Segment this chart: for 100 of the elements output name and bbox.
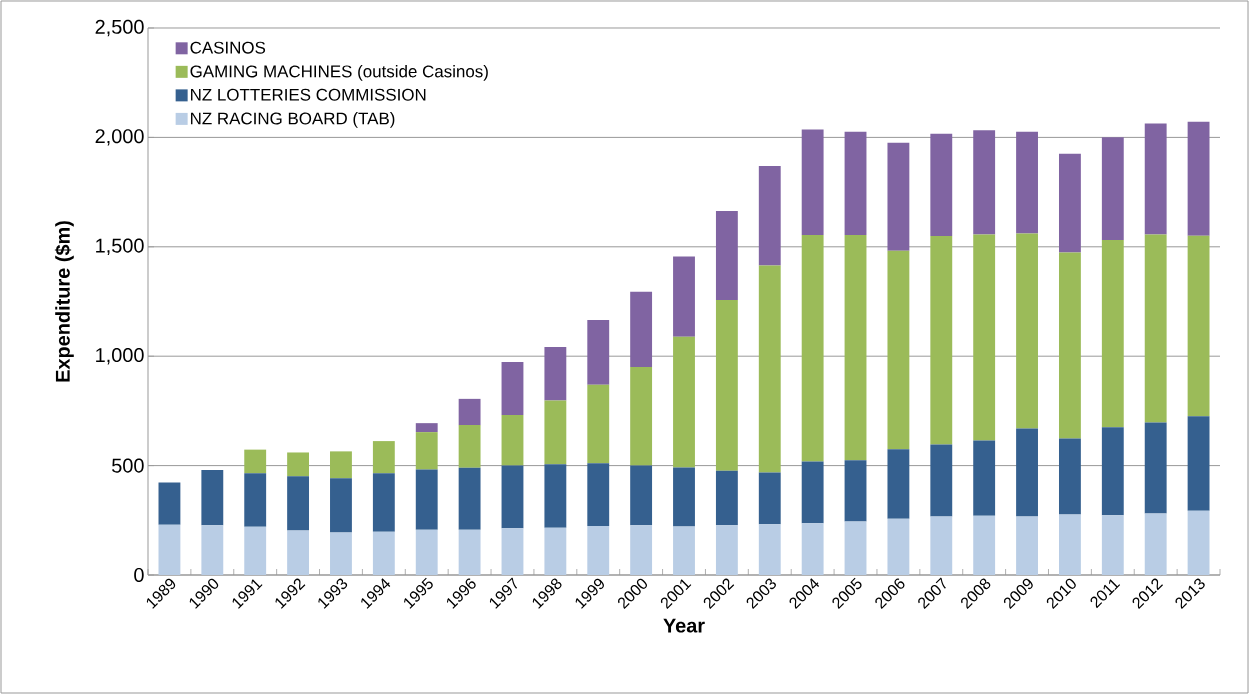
bar	[715, 210, 738, 300]
bar	[1144, 234, 1167, 423]
bar	[458, 529, 481, 575]
y-tick-label: 1,000	[96, 347, 144, 365]
y-tick-label: 1,500	[96, 238, 144, 256]
bar	[1058, 252, 1081, 439]
bar	[844, 131, 867, 235]
bar	[458, 398, 481, 426]
bar	[801, 129, 824, 235]
bar	[630, 366, 653, 466]
bar	[930, 133, 953, 237]
bar	[1187, 510, 1210, 575]
bar	[587, 384, 610, 464]
bar	[673, 526, 695, 575]
bar	[1144, 422, 1167, 514]
bar	[887, 518, 910, 575]
bar	[844, 234, 867, 461]
bar	[1016, 428, 1038, 517]
bar	[1058, 438, 1081, 515]
y-tick-label: 500	[112, 458, 144, 473]
legend-label: NZ RACING BOARD (TAB)	[191, 112, 395, 128]
bar	[201, 469, 224, 526]
y-tick-label: 2,500	[95, 19, 144, 37]
bar	[287, 530, 310, 575]
bar	[673, 336, 695, 468]
bar	[372, 531, 395, 575]
bar	[244, 449, 267, 474]
bar	[930, 516, 953, 575]
bar	[973, 234, 996, 441]
bar	[801, 234, 824, 462]
bar	[715, 525, 738, 575]
bar	[544, 464, 567, 528]
bar	[287, 452, 310, 477]
bar	[201, 525, 224, 575]
bar	[330, 451, 352, 479]
bar	[973, 130, 996, 235]
bar	[1144, 123, 1167, 235]
bar	[758, 265, 781, 473]
bar	[1187, 235, 1210, 417]
legend-label: CASINOS	[190, 41, 266, 54]
x-axis-title: Year	[663, 618, 705, 633]
bar	[1101, 137, 1124, 241]
bar	[458, 467, 481, 530]
bar	[544, 400, 567, 465]
y-tick-label: 0	[134, 567, 144, 583]
bar	[501, 528, 524, 575]
bar	[801, 461, 824, 524]
bar	[1016, 131, 1038, 234]
bar	[758, 524, 781, 575]
bar	[587, 320, 610, 385]
bar	[587, 463, 610, 526]
bar	[844, 521, 867, 575]
bar	[330, 532, 352, 575]
bar	[544, 347, 567, 401]
bar	[158, 524, 181, 575]
bar	[1101, 515, 1124, 575]
bar	[930, 444, 953, 517]
bar	[458, 425, 481, 468]
bar	[887, 250, 910, 450]
bar	[587, 525, 610, 575]
bar	[801, 523, 824, 575]
legend-label: NZ LOTTERIES COMMISSION	[191, 88, 426, 101]
bar	[372, 441, 395, 474]
bar	[930, 236, 953, 445]
bar	[630, 525, 653, 575]
bar	[758, 472, 781, 525]
bar	[415, 423, 438, 433]
bar	[1016, 233, 1038, 429]
bar	[673, 256, 695, 337]
bar	[287, 476, 310, 531]
bar	[887, 449, 910, 519]
bar	[1187, 416, 1210, 511]
bar	[715, 470, 738, 526]
bar	[630, 291, 653, 367]
bar	[1016, 516, 1038, 575]
bar	[887, 142, 910, 251]
bar	[844, 460, 867, 522]
bar	[501, 362, 524, 416]
legend-label: GAMING MACHINES (outside Casinos)	[190, 64, 488, 81]
bar	[1144, 513, 1167, 575]
bar	[973, 440, 996, 516]
bar	[372, 473, 395, 532]
bar	[1058, 153, 1081, 253]
bar	[330, 478, 352, 533]
bar	[244, 473, 267, 527]
bar	[715, 299, 738, 471]
bar	[1101, 427, 1124, 516]
bar	[673, 467, 695, 527]
bar	[1058, 514, 1081, 575]
bar	[973, 515, 996, 575]
bar	[630, 465, 653, 526]
bar	[501, 415, 524, 466]
bar	[501, 465, 524, 529]
bar	[544, 527, 567, 575]
y-axis-title: Expenditure ($m)	[54, 221, 74, 382]
bar	[158, 482, 181, 525]
bar	[1101, 240, 1124, 428]
bar	[758, 166, 781, 266]
bar	[1187, 121, 1210, 236]
bar	[415, 529, 438, 575]
